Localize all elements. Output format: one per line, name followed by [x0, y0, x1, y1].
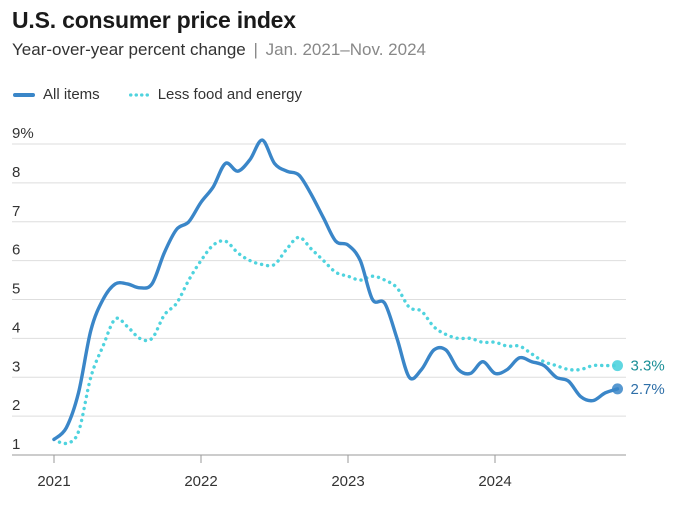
legend-item-all-items: All items	[13, 86, 100, 103]
end-value-label: 3.3%	[631, 358, 665, 375]
x-tick-label: 2023	[331, 473, 364, 490]
chart-legend: All items Less food and energy	[13, 86, 330, 103]
legend-swatch-less-food-energy	[127, 92, 150, 97]
x-tick-label: 2024	[478, 473, 511, 490]
series-lines	[52, 138, 620, 446]
y-tick-label: 3	[12, 358, 20, 375]
series-end-markers: 2.7% 3.3%	[612, 358, 665, 398]
y-tick-label: 1	[12, 436, 20, 453]
end-marker	[612, 383, 623, 395]
subtitle-separator: |	[253, 40, 258, 59]
subtitle-date-range: Jan. 2021–Nov. 2024	[265, 40, 426, 59]
y-tick-label: 4	[12, 319, 20, 336]
y-tick-label: 5	[12, 281, 20, 298]
legend-label-less-food-energy: Less food and energy	[157, 86, 302, 103]
y-tick-label: 6	[12, 242, 20, 259]
y-tick-label: 2	[12, 397, 20, 414]
grid-lines	[12, 143, 626, 456]
y-axis-ticks: 1 2 3 4 5 6 7 8 9%	[12, 125, 34, 453]
end-value-label: 2.7%	[631, 381, 665, 398]
y-tick-label: 9%	[12, 125, 34, 142]
chart-subtitle: Year-over-year percent change | Jan. 202…	[12, 40, 426, 60]
subtitle-text: Year-over-year percent change	[12, 40, 246, 59]
legend-swatch-all-items	[13, 92, 35, 97]
series-line-all-items	[52, 138, 620, 442]
chart-title: U.S. consumer price index	[12, 7, 296, 33]
x-axis-ticks: 2021 2022 2023 2024	[37, 455, 512, 490]
y-tick-label: 8	[12, 164, 20, 181]
end-marker	[612, 360, 623, 372]
series-line-less-food-energy	[52, 235, 620, 446]
x-tick-label: 2022	[184, 473, 217, 490]
x-tick-label: 2021	[37, 473, 70, 490]
y-tick-label: 7	[12, 203, 20, 220]
legend-item-less-food-energy: Less food and energy	[127, 86, 302, 103]
legend-label-all-items: All items	[43, 86, 100, 103]
